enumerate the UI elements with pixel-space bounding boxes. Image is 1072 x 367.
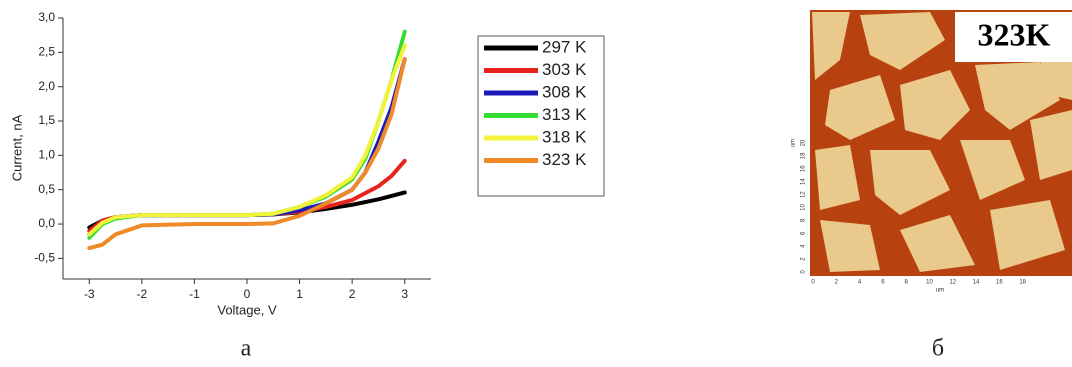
legend-label: 313 K [542, 105, 587, 124]
y-tick-label: 3,0 [38, 10, 55, 24]
legend-label: 323 K [542, 150, 587, 169]
legend-label: 303 K [542, 60, 587, 79]
afm-x-tick: 2 [835, 280, 839, 286]
afm-y-tick: 16 [801, 165, 807, 172]
series-line [87, 57, 407, 237]
legend-label: 308 K [542, 82, 587, 101]
afm-x-tick: 6 [881, 280, 885, 286]
afm-y-tick: 18 [801, 152, 807, 159]
afm-x-label: um [936, 288, 944, 294]
afm-image: 323K um um [791, 10, 1072, 294]
afm-y-tick: 0 [801, 270, 807, 274]
y-axis-title: Current, nA [9, 114, 24, 181]
y-tick-label: 0,0 [38, 216, 55, 230]
y-tick-label: 1,5 [38, 113, 55, 127]
x-tick-label: 2 [349, 287, 356, 301]
series-line [87, 43, 407, 237]
afm-y-tick: 4 [801, 244, 807, 248]
iv-chart: Voltage, V Current, nA [9, 18, 431, 317]
x-tick-label: -2 [137, 287, 148, 301]
afm-y-tick: 2 [801, 257, 807, 261]
afm-label: 323K [978, 16, 1051, 52]
afm-grains [812, 12, 1072, 272]
afm-y-tick: 20 [801, 139, 807, 146]
afm-x-tick: 18 [1019, 280, 1026, 286]
caption: а [241, 336, 252, 362]
y-tick-label: 2,5 [38, 45, 55, 59]
x-tick-label: -1 [189, 287, 200, 301]
afm-x-tick: 8 [905, 280, 909, 286]
afm-y-tick: 8 [801, 218, 807, 222]
afm-x-tick: 16 [996, 280, 1003, 286]
series-line [87, 57, 407, 251]
afm-y-tick: 6 [801, 231, 807, 235]
afm-x-tick: 10 [926, 280, 933, 286]
y-tick-label: -0,5 [34, 251, 55, 265]
afm-y-label: um [791, 139, 797, 147]
x-tick-label: 1 [296, 287, 303, 301]
legend-label: 318 K [542, 127, 587, 146]
y-tick-label: 1,0 [38, 148, 55, 162]
afm-x-tick: 0 [811, 280, 815, 286]
x-tick-label: 0 [244, 287, 251, 301]
afm-y-tick: 14 [801, 178, 807, 185]
x-tick-label: 3 [401, 287, 408, 301]
y-tick-label: 2,0 [38, 79, 55, 93]
x-tick-label: -3 [84, 287, 95, 301]
y-tick-label: 0,5 [38, 182, 55, 196]
afm-x-tick: 12 [949, 280, 956, 286]
legend-label: 297 K [542, 37, 587, 56]
series-line [87, 29, 407, 240]
afm-y-tick: 10 [801, 204, 807, 211]
afm-x-tick: 14 [973, 280, 980, 286]
afm-y-tick: 12 [801, 191, 807, 198]
afm-x-tick: 4 [858, 280, 862, 286]
x-axis-title: Voltage, V [217, 302, 277, 317]
caption: б [932, 336, 944, 362]
label-box [955, 12, 1072, 62]
